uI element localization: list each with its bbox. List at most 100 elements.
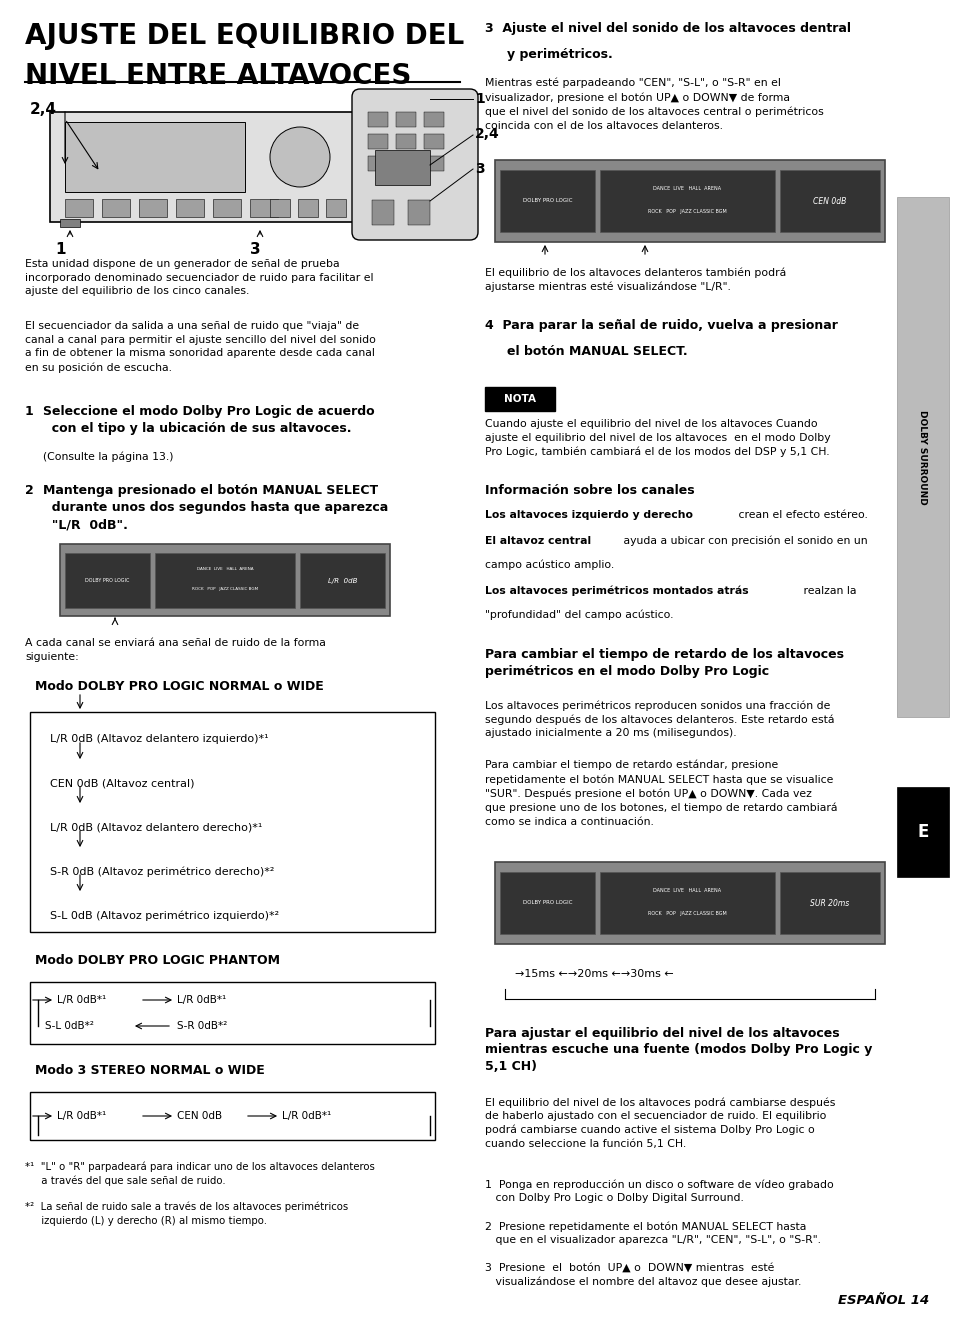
Text: Esta unidad dispone de un generador de señal de prueba
incorporado denominado se: Esta unidad dispone de un generador de s… xyxy=(25,259,374,297)
Circle shape xyxy=(270,127,330,187)
Bar xyxy=(65,122,245,193)
Text: 1: 1 xyxy=(55,242,66,257)
Text: Mantenga presionado el botón MANUAL SELECT
  durante unos dos segundos hasta que: Mantenga presionado el botón MANUAL SELE… xyxy=(43,484,388,531)
Text: 4  Para parar la señal de ruido, vuelva a presionar: 4 Para parar la señal de ruido, vuelva a… xyxy=(484,320,837,332)
Text: Los altavoces perimétricos montados atrás: Los altavoces perimétricos montados atrá… xyxy=(484,586,748,596)
Bar xyxy=(175,199,204,217)
Text: AJUSTE DEL EQUILIBRIO DEL: AJUSTE DEL EQUILIBRIO DEL xyxy=(25,21,464,49)
Text: (Consulte la página 13.): (Consulte la página 13.) xyxy=(43,452,173,463)
Text: S-L 0dB (Altavoz perimétrico izquierdo)*²: S-L 0dB (Altavoz perimétrico izquierdo)*… xyxy=(50,910,279,920)
Text: 1  Ponga en reproducción un disco o software de vídeo grabado
   con Dolby Pro L: 1 Ponga en reproducción un disco o softw… xyxy=(484,1179,833,1203)
Text: DANCE  LIVE   HALL  ARENA: DANCE LIVE HALL ARENA xyxy=(653,186,720,190)
Text: 3  Ajuste el nivel del sonido de los altavoces dentral: 3 Ajuste el nivel del sonido de los alta… xyxy=(484,21,850,35)
Text: DOLBY SURROUND: DOLBY SURROUND xyxy=(918,409,926,504)
Bar xyxy=(368,134,388,148)
Text: Para cambiar el tiempo de retardo de los altavoces
perimétricos en el modo Dolby: Para cambiar el tiempo de retardo de los… xyxy=(484,648,843,678)
Bar xyxy=(250,199,277,217)
Text: L/R 0dB*¹: L/R 0dB*¹ xyxy=(177,995,226,1005)
Bar xyxy=(102,199,130,217)
Text: 2,4: 2,4 xyxy=(30,102,57,118)
Text: Modo DOLBY PRO LOGIC NORMAL o WIDE: Modo DOLBY PRO LOGIC NORMAL o WIDE xyxy=(35,681,323,693)
Text: SUR 20ms: SUR 20ms xyxy=(809,898,849,908)
Bar xyxy=(395,134,416,148)
Text: campo acústico amplio.: campo acústico amplio. xyxy=(484,560,614,571)
Bar xyxy=(399,219,419,227)
Bar xyxy=(30,713,435,932)
Text: Los altavoces izquierdo y derecho: Los altavoces izquierdo y derecho xyxy=(484,509,692,520)
Text: Modo 3 STEREO NORMAL o WIDE: Modo 3 STEREO NORMAL o WIDE xyxy=(35,1064,265,1078)
Text: NOTA: NOTA xyxy=(503,394,536,404)
Text: Información sobre los canales: Información sobre los canales xyxy=(484,484,694,497)
Bar xyxy=(495,862,884,944)
Bar xyxy=(599,872,774,935)
Text: DOLBY PRO LOGIC: DOLBY PRO LOGIC xyxy=(85,578,130,583)
FancyBboxPatch shape xyxy=(352,90,477,241)
Bar xyxy=(499,170,595,233)
Text: 2,4: 2,4 xyxy=(475,127,499,140)
Text: A cada canal se enviará ana señal de ruido de la forma
siguiente:: A cada canal se enviará ana señal de rui… xyxy=(25,638,326,662)
Text: L/R 0dB (Altavoz delantero izquierdo)*¹: L/R 0dB (Altavoz delantero izquierdo)*¹ xyxy=(50,734,269,743)
Bar xyxy=(484,386,555,410)
Bar xyxy=(154,554,294,608)
Bar xyxy=(423,156,443,171)
Text: L/R 0dB*¹: L/R 0dB*¹ xyxy=(57,995,106,1005)
Bar xyxy=(30,981,435,1044)
Text: realzan la: realzan la xyxy=(800,586,856,596)
Text: DOLBY PRO LOGIC: DOLBY PRO LOGIC xyxy=(522,901,572,905)
Text: *²  La señal de ruido sale a través de los altavoces perimétricos
     izquierdo: *² La señal de ruido sale a través de lo… xyxy=(25,1202,348,1226)
Text: DOLBY PRO LOGIC: DOLBY PRO LOGIC xyxy=(522,198,572,203)
Bar xyxy=(780,170,879,233)
Text: ROCK   POP   JAZZ CLASSIC BGM: ROCK POP JAZZ CLASSIC BGM xyxy=(647,912,726,916)
Text: Seleccione el modo Dolby Pro Logic de acuerdo
  con el tipo y la ubicación de su: Seleccione el modo Dolby Pro Logic de ac… xyxy=(43,405,375,435)
Text: L/R 0dB (Altavoz delantero derecho)*¹: L/R 0dB (Altavoz delantero derecho)*¹ xyxy=(50,822,262,832)
Text: Los altavoces perimétricos reproducen sonidos una fracción de
segundo después de: Los altavoces perimétricos reproducen so… xyxy=(484,701,834,738)
Text: 2: 2 xyxy=(25,484,33,497)
Bar xyxy=(50,112,430,222)
Text: Cuando ajuste el equilibrio del nivel de los altavoces Cuando
ajuste el equilibr: Cuando ajuste el equilibrio del nivel de… xyxy=(484,418,830,457)
Text: S-L 0dB*²: S-L 0dB*² xyxy=(45,1021,93,1031)
Bar xyxy=(368,112,388,127)
Text: CEN 0dB: CEN 0dB xyxy=(813,197,846,206)
Bar xyxy=(299,554,385,608)
Text: →15ms ←→20ms ←→30ms ←: →15ms ←→20ms ←→30ms ← xyxy=(515,969,673,979)
Bar xyxy=(408,201,430,225)
Text: DANCE  LIVE   HALL  ARENA: DANCE LIVE HALL ARENA xyxy=(196,567,253,571)
Text: Para ajustar el equilibrio del nivel de los altavoces
mientras escuche una fuent: Para ajustar el equilibrio del nivel de … xyxy=(484,1027,871,1074)
Text: el botón MANUAL SELECT.: el botón MANUAL SELECT. xyxy=(506,345,687,358)
Bar xyxy=(270,199,290,217)
Bar xyxy=(423,134,443,148)
Bar xyxy=(30,1092,435,1140)
Bar xyxy=(423,112,443,127)
Text: L/R 0dB*¹: L/R 0dB*¹ xyxy=(57,1111,106,1120)
Text: y perimétricos.: y perimétricos. xyxy=(506,48,612,62)
Text: S-R 0dB*²: S-R 0dB*² xyxy=(177,1021,227,1031)
Text: CEN 0dB: CEN 0dB xyxy=(177,1111,222,1120)
Text: "profundidad" del campo acústico.: "profundidad" del campo acústico. xyxy=(484,610,673,620)
Text: 3: 3 xyxy=(475,162,484,176)
Text: Para cambiar el tiempo de retardo estándar, presione
repetidamente el botón MANU: Para cambiar el tiempo de retardo estánd… xyxy=(484,759,837,828)
Bar xyxy=(139,199,167,217)
Text: L/R 0dB*¹: L/R 0dB*¹ xyxy=(282,1111,331,1120)
Text: NIVEL ENTRE ALTAVOCES: NIVEL ENTRE ALTAVOCES xyxy=(25,62,411,90)
Text: El equilibrio del nivel de los altavoces podrá cambiarse después
de haberlo ajus: El equilibrio del nivel de los altavoces… xyxy=(484,1096,835,1148)
Text: ROCK   POP   JAZZ CLASSIC BGM: ROCK POP JAZZ CLASSIC BGM xyxy=(647,210,726,214)
Text: ROCK   POP   JAZZ CLASSIC BGM: ROCK POP JAZZ CLASSIC BGM xyxy=(192,587,258,591)
Text: 3  Presione  el  botón  UP▲ o  DOWN▼ mientras  esté
   visualizándose el nombre : 3 Presione el botón UP▲ o DOWN▼ mientras… xyxy=(484,1263,801,1288)
Text: CEN 0dB (Altavoz central): CEN 0dB (Altavoz central) xyxy=(50,778,194,787)
Text: crean el efecto estéreo.: crean el efecto estéreo. xyxy=(734,509,867,520)
Text: El altavoz central: El altavoz central xyxy=(484,536,591,545)
Text: El secuenciador da salida a una señal de ruido que "viaja" de
canal a canal para: El secuenciador da salida a una señal de… xyxy=(25,321,375,373)
Text: 1: 1 xyxy=(25,405,33,418)
Bar xyxy=(599,170,774,233)
Bar xyxy=(395,156,416,171)
Text: L/R  0dB: L/R 0dB xyxy=(328,578,356,583)
Text: Mientras esté parpadeando "CEN", "S-L", o "S-R" en el
visualizador, presione el : Mientras esté parpadeando "CEN", "S-L", … xyxy=(484,78,822,131)
Text: DANCE  LIVE   HALL  ARENA: DANCE LIVE HALL ARENA xyxy=(653,888,720,893)
Text: 1: 1 xyxy=(475,92,484,106)
Bar xyxy=(60,544,390,616)
Text: E: E xyxy=(917,824,927,841)
Bar xyxy=(395,112,416,127)
Bar xyxy=(213,199,241,217)
Bar xyxy=(326,199,346,217)
Bar xyxy=(372,201,394,225)
